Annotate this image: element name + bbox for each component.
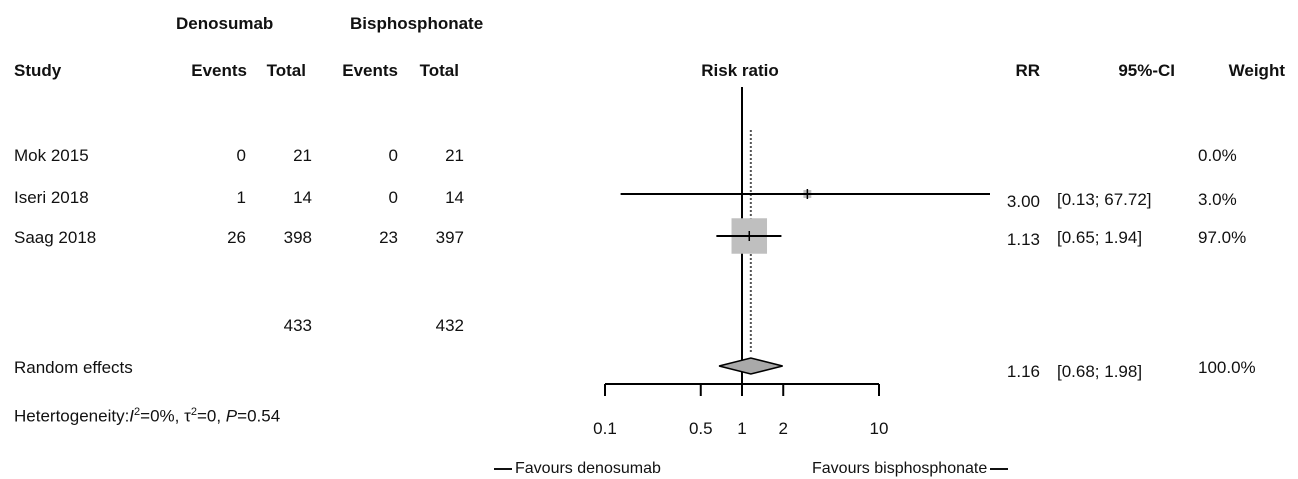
- favours-right-dash: [990, 467, 1009, 470]
- column-header-ci: 95%-CI: [1118, 61, 1175, 80]
- total-control: 397: [435, 228, 464, 247]
- group-header-control: Bisphosphonate: [350, 14, 484, 33]
- column-header-rr: RR: [1015, 61, 1040, 80]
- tau-value: =0,: [196, 406, 226, 426]
- column-header-study: Study: [14, 61, 62, 80]
- weight-value: 3.0%: [1198, 190, 1237, 209]
- x-tick-label: 0.5: [689, 419, 713, 438]
- p-symbol: P: [225, 406, 238, 426]
- favours-left-label: Favours denosumab: [494, 460, 661, 478]
- favours-right-text: Favours bisphosphonate: [812, 460, 988, 477]
- pooled-diamond: [718, 357, 783, 375]
- total-control: 21: [445, 146, 464, 165]
- ci-value: [0.13; 67.72]: [1057, 190, 1152, 209]
- total-control: 14: [445, 188, 464, 207]
- x-tick-label: 2: [779, 419, 788, 438]
- events-control: 0: [388, 188, 398, 207]
- column-header-total-treatment: Total: [266, 61, 306, 80]
- i2-value: =0%,: [140, 406, 185, 426]
- pooled-ci-value: [0.68; 1.98]: [1057, 362, 1143, 381]
- tau-symbol: τ: [184, 406, 191, 426]
- tau-superscript: 2: [190, 406, 197, 418]
- group-header-treatment: Denosumab: [176, 14, 274, 33]
- favours-left-text: Favours denosumab: [515, 460, 661, 477]
- column-header-risk-ratio: Risk ratio: [701, 61, 779, 80]
- study-name: Mok 2015: [14, 146, 89, 165]
- column-header-weight: Weight: [1228, 61, 1285, 80]
- weight-value: 97.0%: [1198, 228, 1247, 247]
- pooled-weight-value: 100.0%: [1198, 358, 1256, 377]
- column-header-events-control: Events: [342, 61, 398, 80]
- x-tick-label: 0.1: [593, 419, 617, 438]
- events-control: 0: [388, 146, 398, 165]
- pooled-rr-value: 1.16: [1006, 362, 1040, 381]
- total-treatment: 21: [293, 146, 312, 165]
- weight-value: 0.0%: [1198, 146, 1237, 165]
- ci-value: [0.65; 1.94]: [1057, 228, 1143, 247]
- events-treatment: 1: [236, 188, 246, 207]
- favours-right-label: Favours bisphosphonate: [812, 460, 1009, 478]
- total-treatment: 398: [283, 228, 312, 247]
- x-tick-label: 1: [737, 419, 746, 438]
- rr-value: 1.13: [1006, 230, 1040, 249]
- pooled-label: Random effects: [14, 358, 133, 377]
- x-tick-label: 10: [870, 419, 889, 438]
- heterogeneity-prefix: Hetertogeneity:: [14, 406, 130, 426]
- rr-value: 3.00: [1006, 192, 1040, 211]
- events-control: 23: [379, 228, 398, 247]
- study-name: Saag 2018: [14, 228, 97, 247]
- study-name: Iseri 2018: [14, 188, 89, 207]
- total-control-sum: 432: [435, 316, 464, 335]
- favours-left-dash: [494, 467, 512, 470]
- total-treatment-sum: 433: [283, 316, 312, 335]
- column-header-total-control: Total: [419, 61, 459, 80]
- events-treatment: 0: [236, 146, 246, 165]
- total-treatment: 14: [293, 188, 312, 207]
- p-value: =0.54: [237, 406, 281, 426]
- events-treatment: 26: [227, 228, 246, 247]
- column-header-events-treatment: Events: [191, 61, 247, 80]
- heterogeneity-text: Hetertogeneity:I2=0%, τ2=0, P=0.54: [14, 402, 280, 427]
- i2-superscript: 2: [134, 406, 141, 418]
- i2-symbol: I: [129, 406, 135, 426]
